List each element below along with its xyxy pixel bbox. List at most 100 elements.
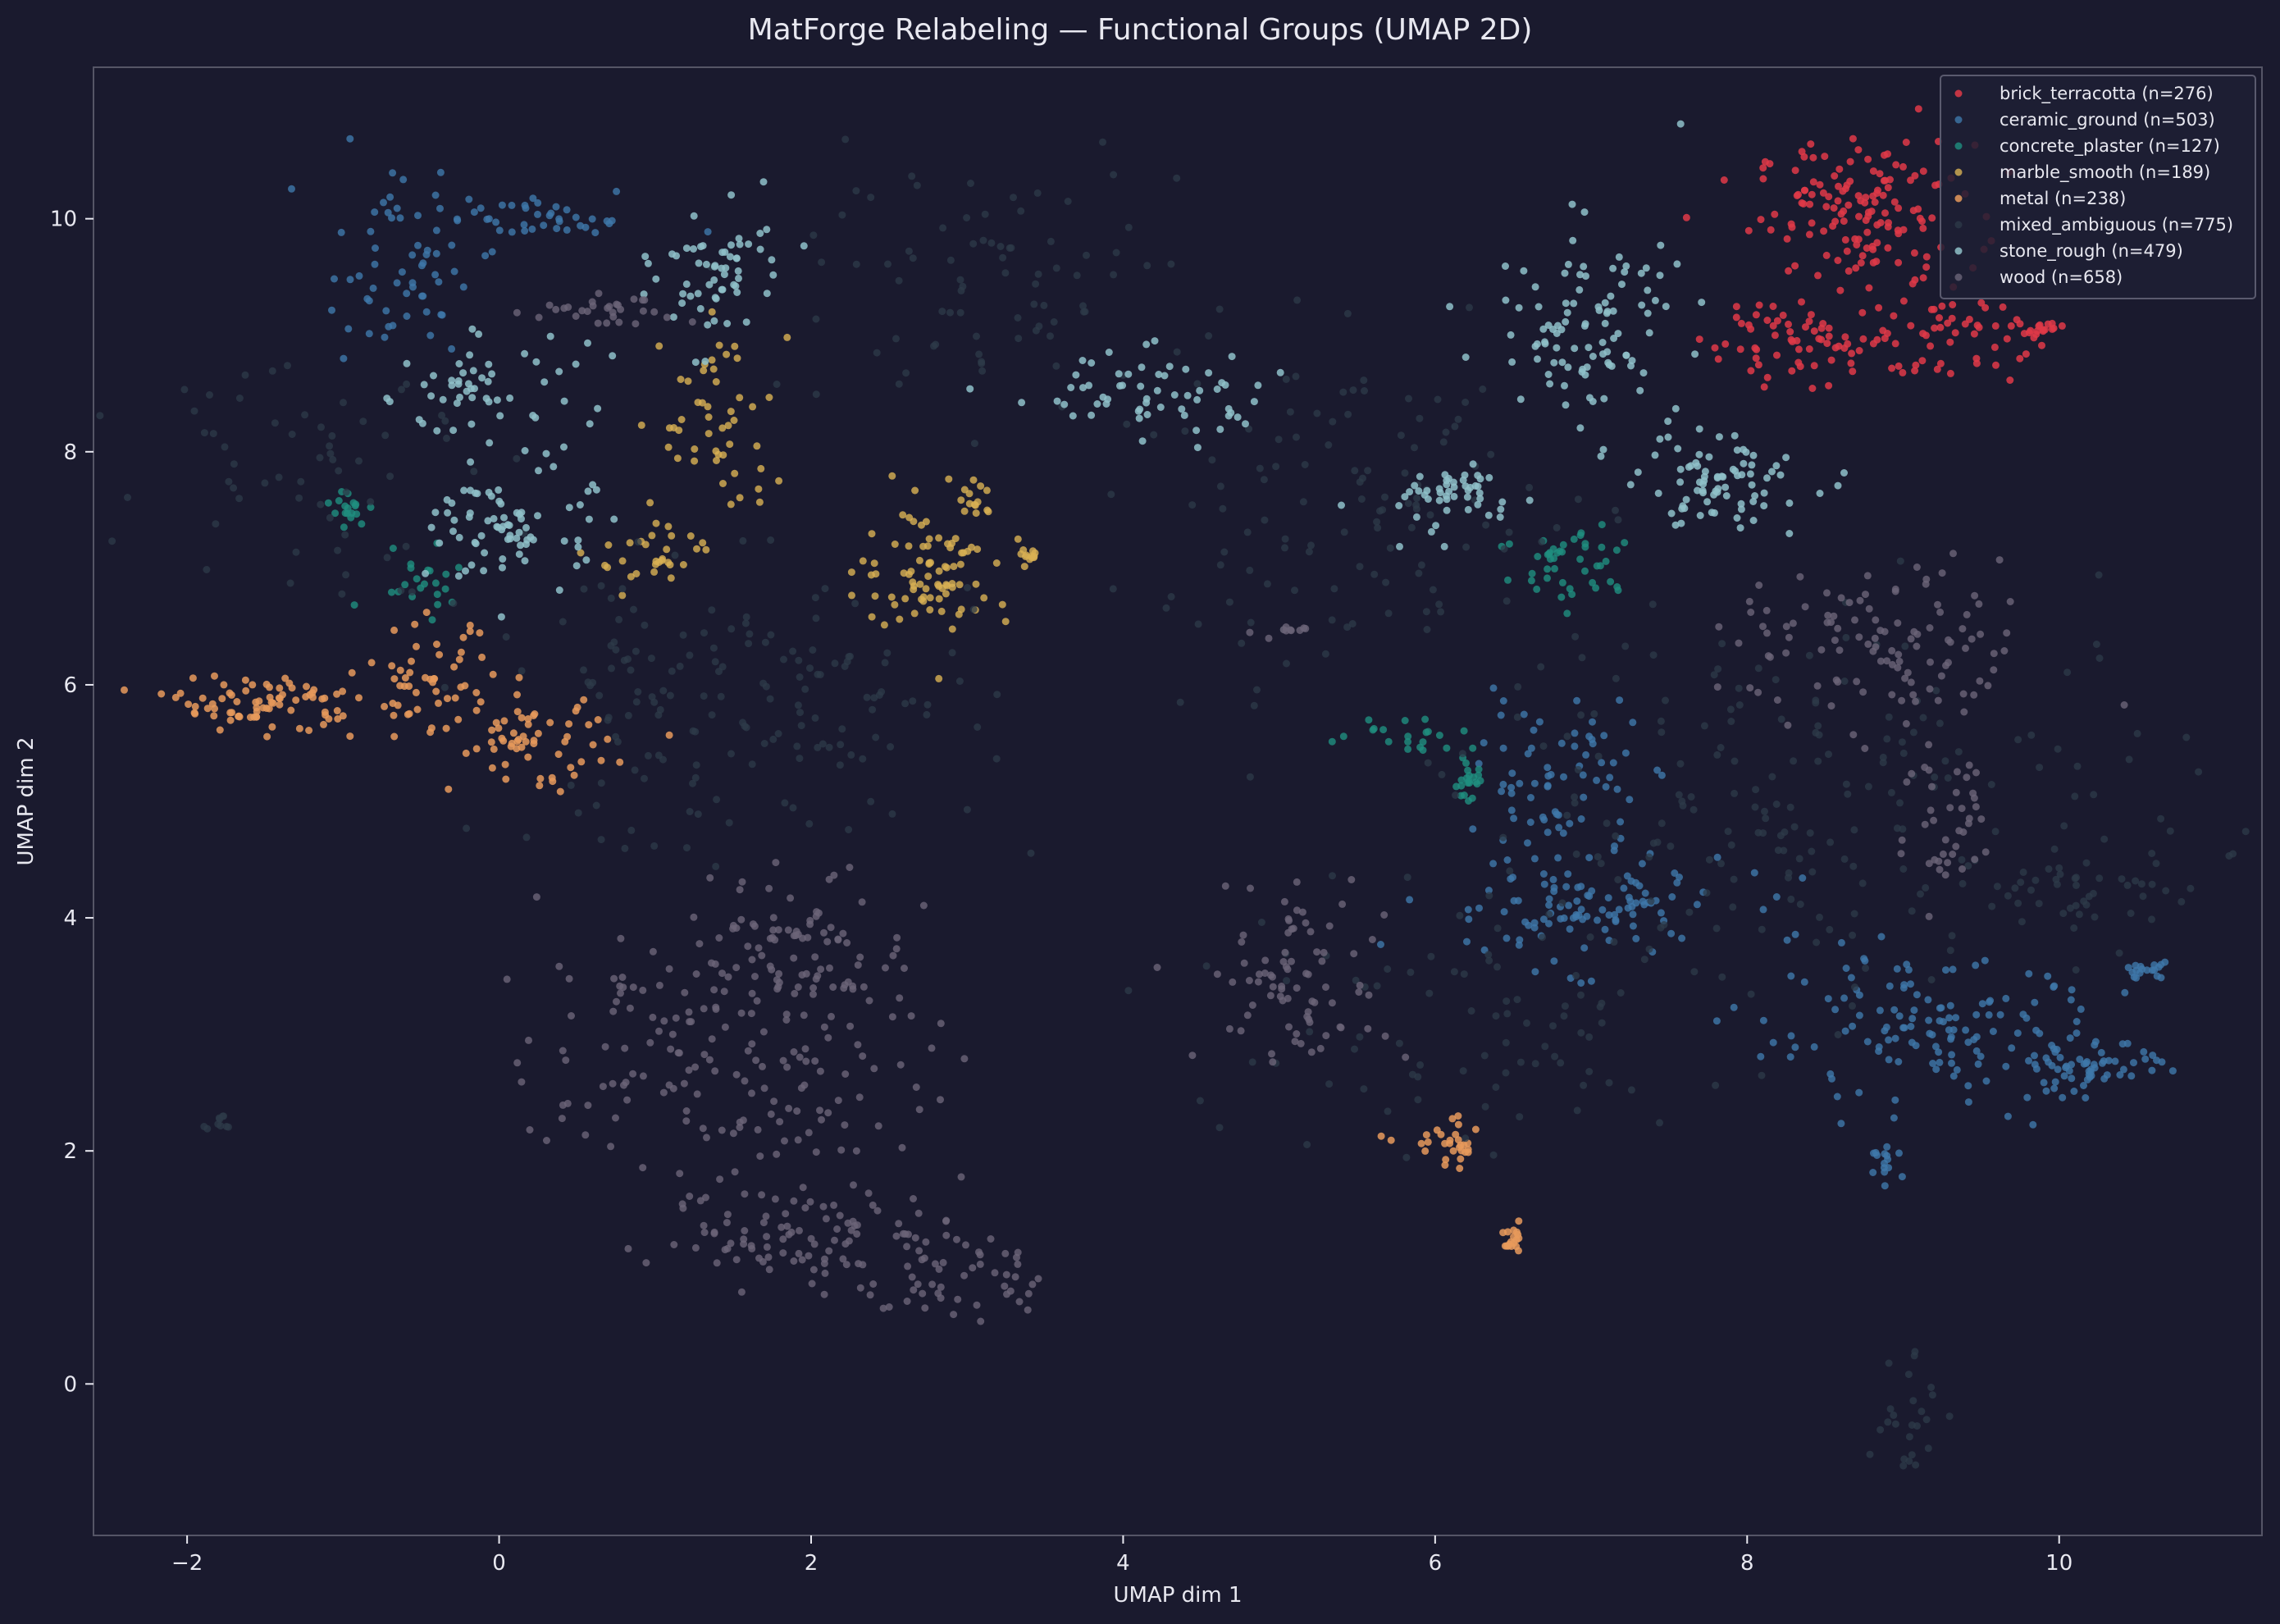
data-point [235,713,243,720]
data-point [1607,292,1615,300]
data-point [1946,338,1954,346]
data-point [620,1081,627,1089]
data-point [711,658,719,666]
data-point [1460,1141,1468,1149]
data-point [1753,345,1761,354]
data-point [953,1235,960,1243]
data-point [1689,805,1698,814]
data-point [1928,214,1936,222]
data-point [2070,924,2078,932]
data-point [1733,514,1741,522]
data-point [1785,869,1793,877]
data-point [1695,450,1703,458]
data-point [340,399,347,407]
data-point [1577,906,1585,914]
data-point [2077,1005,2085,1013]
data-point [488,248,496,256]
data-point [586,682,595,690]
data-point [2083,1075,2091,1083]
data-point [371,260,379,268]
data-point [1981,303,1990,312]
data-point [401,674,409,682]
data-point [1507,331,1515,339]
data-point [967,180,974,187]
data-point [572,360,580,368]
data-point [1985,1010,1993,1019]
data-point [226,716,235,724]
data-point [265,705,273,713]
data-point [887,743,895,750]
data-point [790,1048,798,1056]
data-point [503,975,511,983]
data-point [1974,1060,1982,1068]
data-point [965,490,974,498]
data-point [1759,175,1767,183]
data-point [869,1201,877,1209]
data-point [758,951,766,960]
data-point [901,965,908,972]
data-point [957,1173,965,1181]
data-point [1336,1023,1344,1031]
data-point [852,187,860,195]
data-point [2063,668,2072,677]
data-point [1432,522,1440,530]
data-point [1576,271,1584,279]
data-point [2054,745,2062,753]
data-point [208,700,217,708]
data-point [1293,1030,1301,1038]
data-point [1484,511,1493,519]
data-point [518,1078,526,1086]
data-point [1539,915,1548,924]
data-point [1799,200,1808,208]
data-point [1840,994,1849,1002]
data-point [546,332,554,340]
data-point [920,1254,928,1262]
data-point [1760,502,1768,510]
data-point [1749,451,1758,459]
legend-marker [1954,221,1963,229]
data-point [794,983,802,991]
data-point [608,217,616,225]
data-point [1793,192,1801,199]
data-point [432,687,440,696]
data-point [805,819,814,828]
data-point [472,706,481,714]
data-point [632,647,640,655]
data-point [1644,309,1652,317]
data-point [2132,877,2140,885]
data-point [2082,1094,2090,1102]
data-point [2073,881,2080,889]
data-point [946,308,954,317]
data-point [806,920,814,928]
data-point [1505,540,1513,548]
data-point [1808,847,1816,855]
data-point [1396,542,1403,550]
data-point [414,241,422,249]
series-marble-smooth [577,308,1039,682]
data-point [1564,260,1572,268]
data-point [348,509,356,518]
data-point [1852,264,1860,272]
data-point [1417,561,1425,569]
data-point [470,208,478,217]
data-point [848,591,855,600]
data-point [547,209,555,217]
data-point [887,593,896,601]
data-point [1911,367,1919,375]
data-point [1573,696,1581,705]
data-point [542,449,550,458]
data-point [1651,451,1659,459]
data-point [860,983,868,991]
data-point [774,926,782,934]
data-point [2130,1059,2137,1067]
data-point [858,898,866,906]
data-point [1404,745,1412,753]
data-point [1622,262,1630,270]
data-point [721,1023,729,1031]
data-point [1926,685,1934,693]
data-point [2063,1062,2070,1070]
data-point [1700,477,1708,485]
data-point [724,422,732,430]
data-point [749,403,757,411]
data-point [1587,977,1595,985]
